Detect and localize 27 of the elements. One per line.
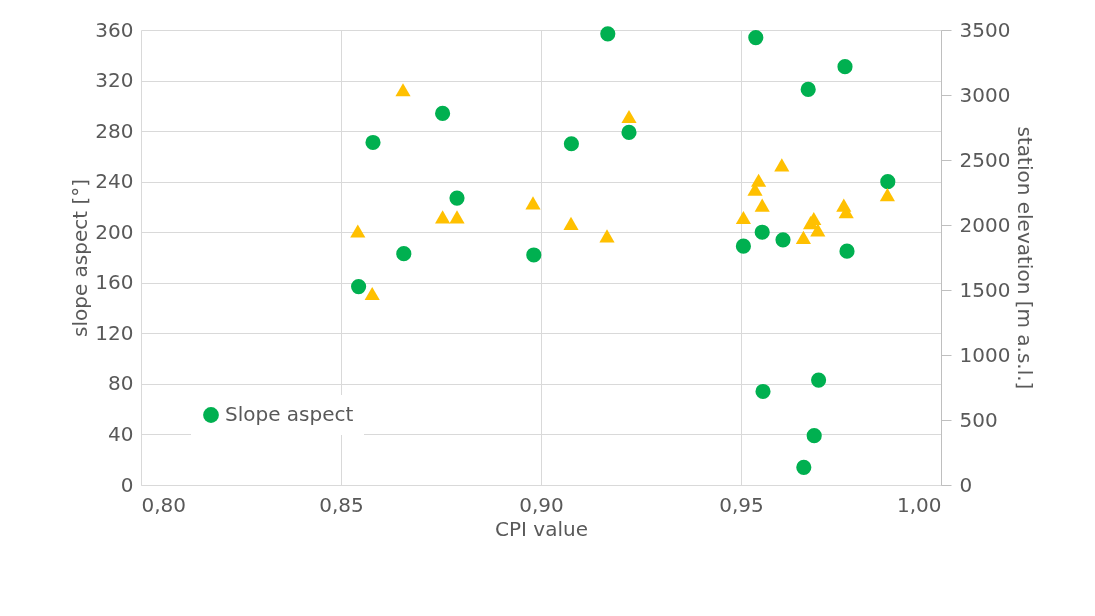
legend-label: Slope aspect <box>225 402 354 426</box>
x-tick-label: 0,85 <box>319 492 364 517</box>
x-tick-label: 0,95 <box>719 492 764 517</box>
y-tick-label: 280 <box>95 118 134 143</box>
y-tick-label: 320 <box>95 68 134 93</box>
x-tick-label: 0,80 <box>141 492 187 517</box>
y2-tick-label: 1500 <box>959 277 1011 302</box>
y2-tick-label: 2000 <box>959 212 1011 237</box>
y2-tick-label: 0 <box>959 472 973 497</box>
y2-axis-title: station elevation [m a.s.l.] <box>1013 126 1038 390</box>
y-axis-title: slope aspect [°] <box>68 178 93 338</box>
x-axis-title: CPI value <box>495 516 588 541</box>
y-tick-label: 80 <box>108 371 134 396</box>
y-tick-label: 360 <box>95 17 134 42</box>
y-tick-label: 240 <box>95 169 134 194</box>
y2-tick-label: 500 <box>959 407 998 432</box>
x-tick-label: 0,90 <box>519 492 564 517</box>
y2-tick-label: 2500 <box>959 147 1011 172</box>
y-tick-label: 160 <box>95 270 134 295</box>
y2-tick-label: 3000 <box>959 82 1011 107</box>
y-tick-label: 200 <box>95 219 134 244</box>
y2-tick-label: 1000 <box>959 342 1011 367</box>
y-tick-label: 0 <box>120 472 134 497</box>
y2-tick-label: 3500 <box>959 17 1011 42</box>
y-tick-label: 40 <box>108 421 134 446</box>
x-tick-label: 1,00 <box>896 492 942 517</box>
y-tick-label: 120 <box>95 320 134 345</box>
